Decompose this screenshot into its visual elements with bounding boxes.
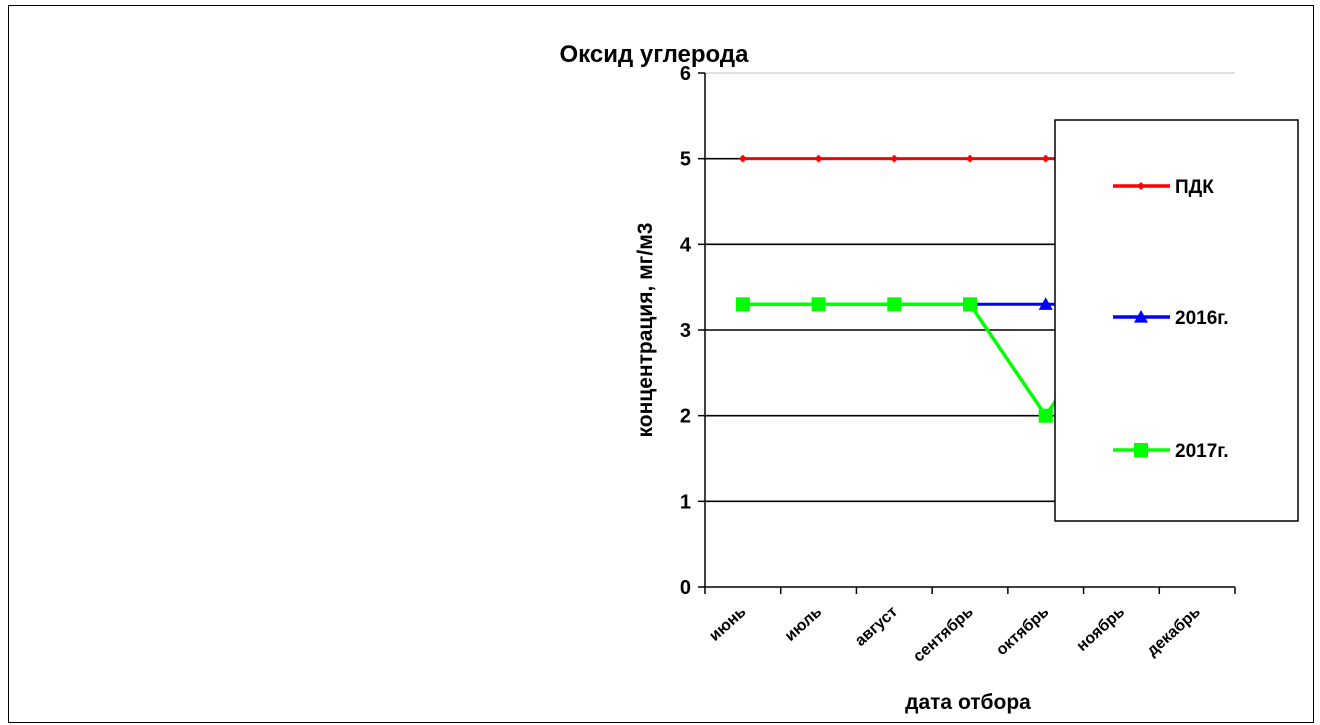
y-tick-label: 2	[680, 406, 691, 428]
x-tick-label: декабрь	[1144, 603, 1204, 660]
data-point	[890, 154, 899, 163]
data-point	[811, 297, 826, 312]
data-point	[738, 154, 747, 163]
data-point	[1038, 408, 1053, 423]
x-tick-label: октябрь	[993, 603, 1052, 659]
x-tick-label: июнь	[706, 603, 749, 645]
x-tick-label: ноябрь	[1074, 603, 1129, 655]
legend: ПДК 2016г. 2017г.	[1054, 119, 1299, 522]
x-tick-label: сентябрь	[910, 603, 977, 665]
data-point	[814, 154, 823, 163]
x-axis-label: дата отбора	[905, 691, 1031, 714]
y-tick-label: 0	[680, 577, 691, 599]
legend-marker	[1134, 443, 1148, 457]
data-point	[1038, 297, 1053, 310]
data-point	[966, 154, 974, 163]
y-tick-label: 3	[680, 320, 691, 342]
y-tick-label: 6	[680, 63, 691, 85]
data-point	[963, 297, 977, 312]
x-tick-label: август	[852, 603, 901, 650]
legend-label: 2017г.	[1175, 441, 1229, 462]
legend-label: 2016г.	[1175, 308, 1229, 329]
y-tick-label: 5	[680, 149, 691, 171]
legend-marker	[1134, 310, 1148, 323]
legend-box	[1054, 119, 1299, 522]
y-tick-label: 4	[680, 234, 692, 256]
legend-label: ПДК	[1175, 177, 1214, 198]
y-tick-label: 1	[680, 491, 691, 513]
data-point	[887, 297, 902, 312]
chart-title: Оксид углерода	[560, 41, 750, 68]
x-tick-label: июль	[782, 603, 826, 645]
data-point	[1041, 154, 1050, 163]
legend-marker	[1137, 182, 1145, 190]
y-axis-label: концентрация, мг/м3	[634, 223, 657, 438]
data-point	[735, 297, 750, 312]
